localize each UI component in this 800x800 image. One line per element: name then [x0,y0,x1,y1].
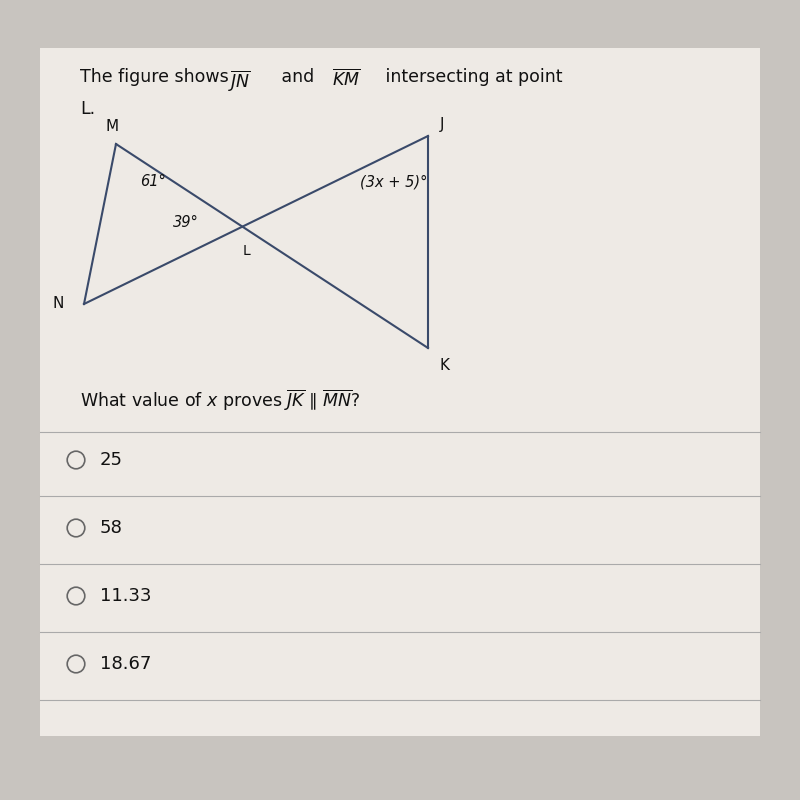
Text: $\overline{KM}$: $\overline{KM}$ [332,68,360,89]
Text: The figure shows: The figure shows [80,68,234,86]
Text: J: J [440,117,445,132]
Text: (3x + 5)°: (3x + 5)° [360,174,427,190]
Text: 18.67: 18.67 [100,655,151,673]
Text: 25: 25 [100,451,123,469]
Text: 61°: 61° [140,174,166,190]
Text: K: K [439,358,449,373]
Text: and: and [276,68,320,86]
Text: $\overline{JN}$: $\overline{JN}$ [228,68,251,93]
FancyBboxPatch shape [40,48,760,736]
Text: 39°: 39° [173,215,198,230]
Text: L.: L. [80,100,95,118]
Text: intersecting at point: intersecting at point [380,68,562,86]
Text: L: L [242,244,250,258]
Text: N: N [53,297,64,311]
Text: 11.33: 11.33 [100,587,151,605]
Text: 58: 58 [100,519,123,537]
Text: M: M [106,118,118,134]
Text: What value of $x$ proves $\overline{JK}$ ∥ $\overline{MN}$?: What value of $x$ proves $\overline{JK}$… [80,388,361,414]
